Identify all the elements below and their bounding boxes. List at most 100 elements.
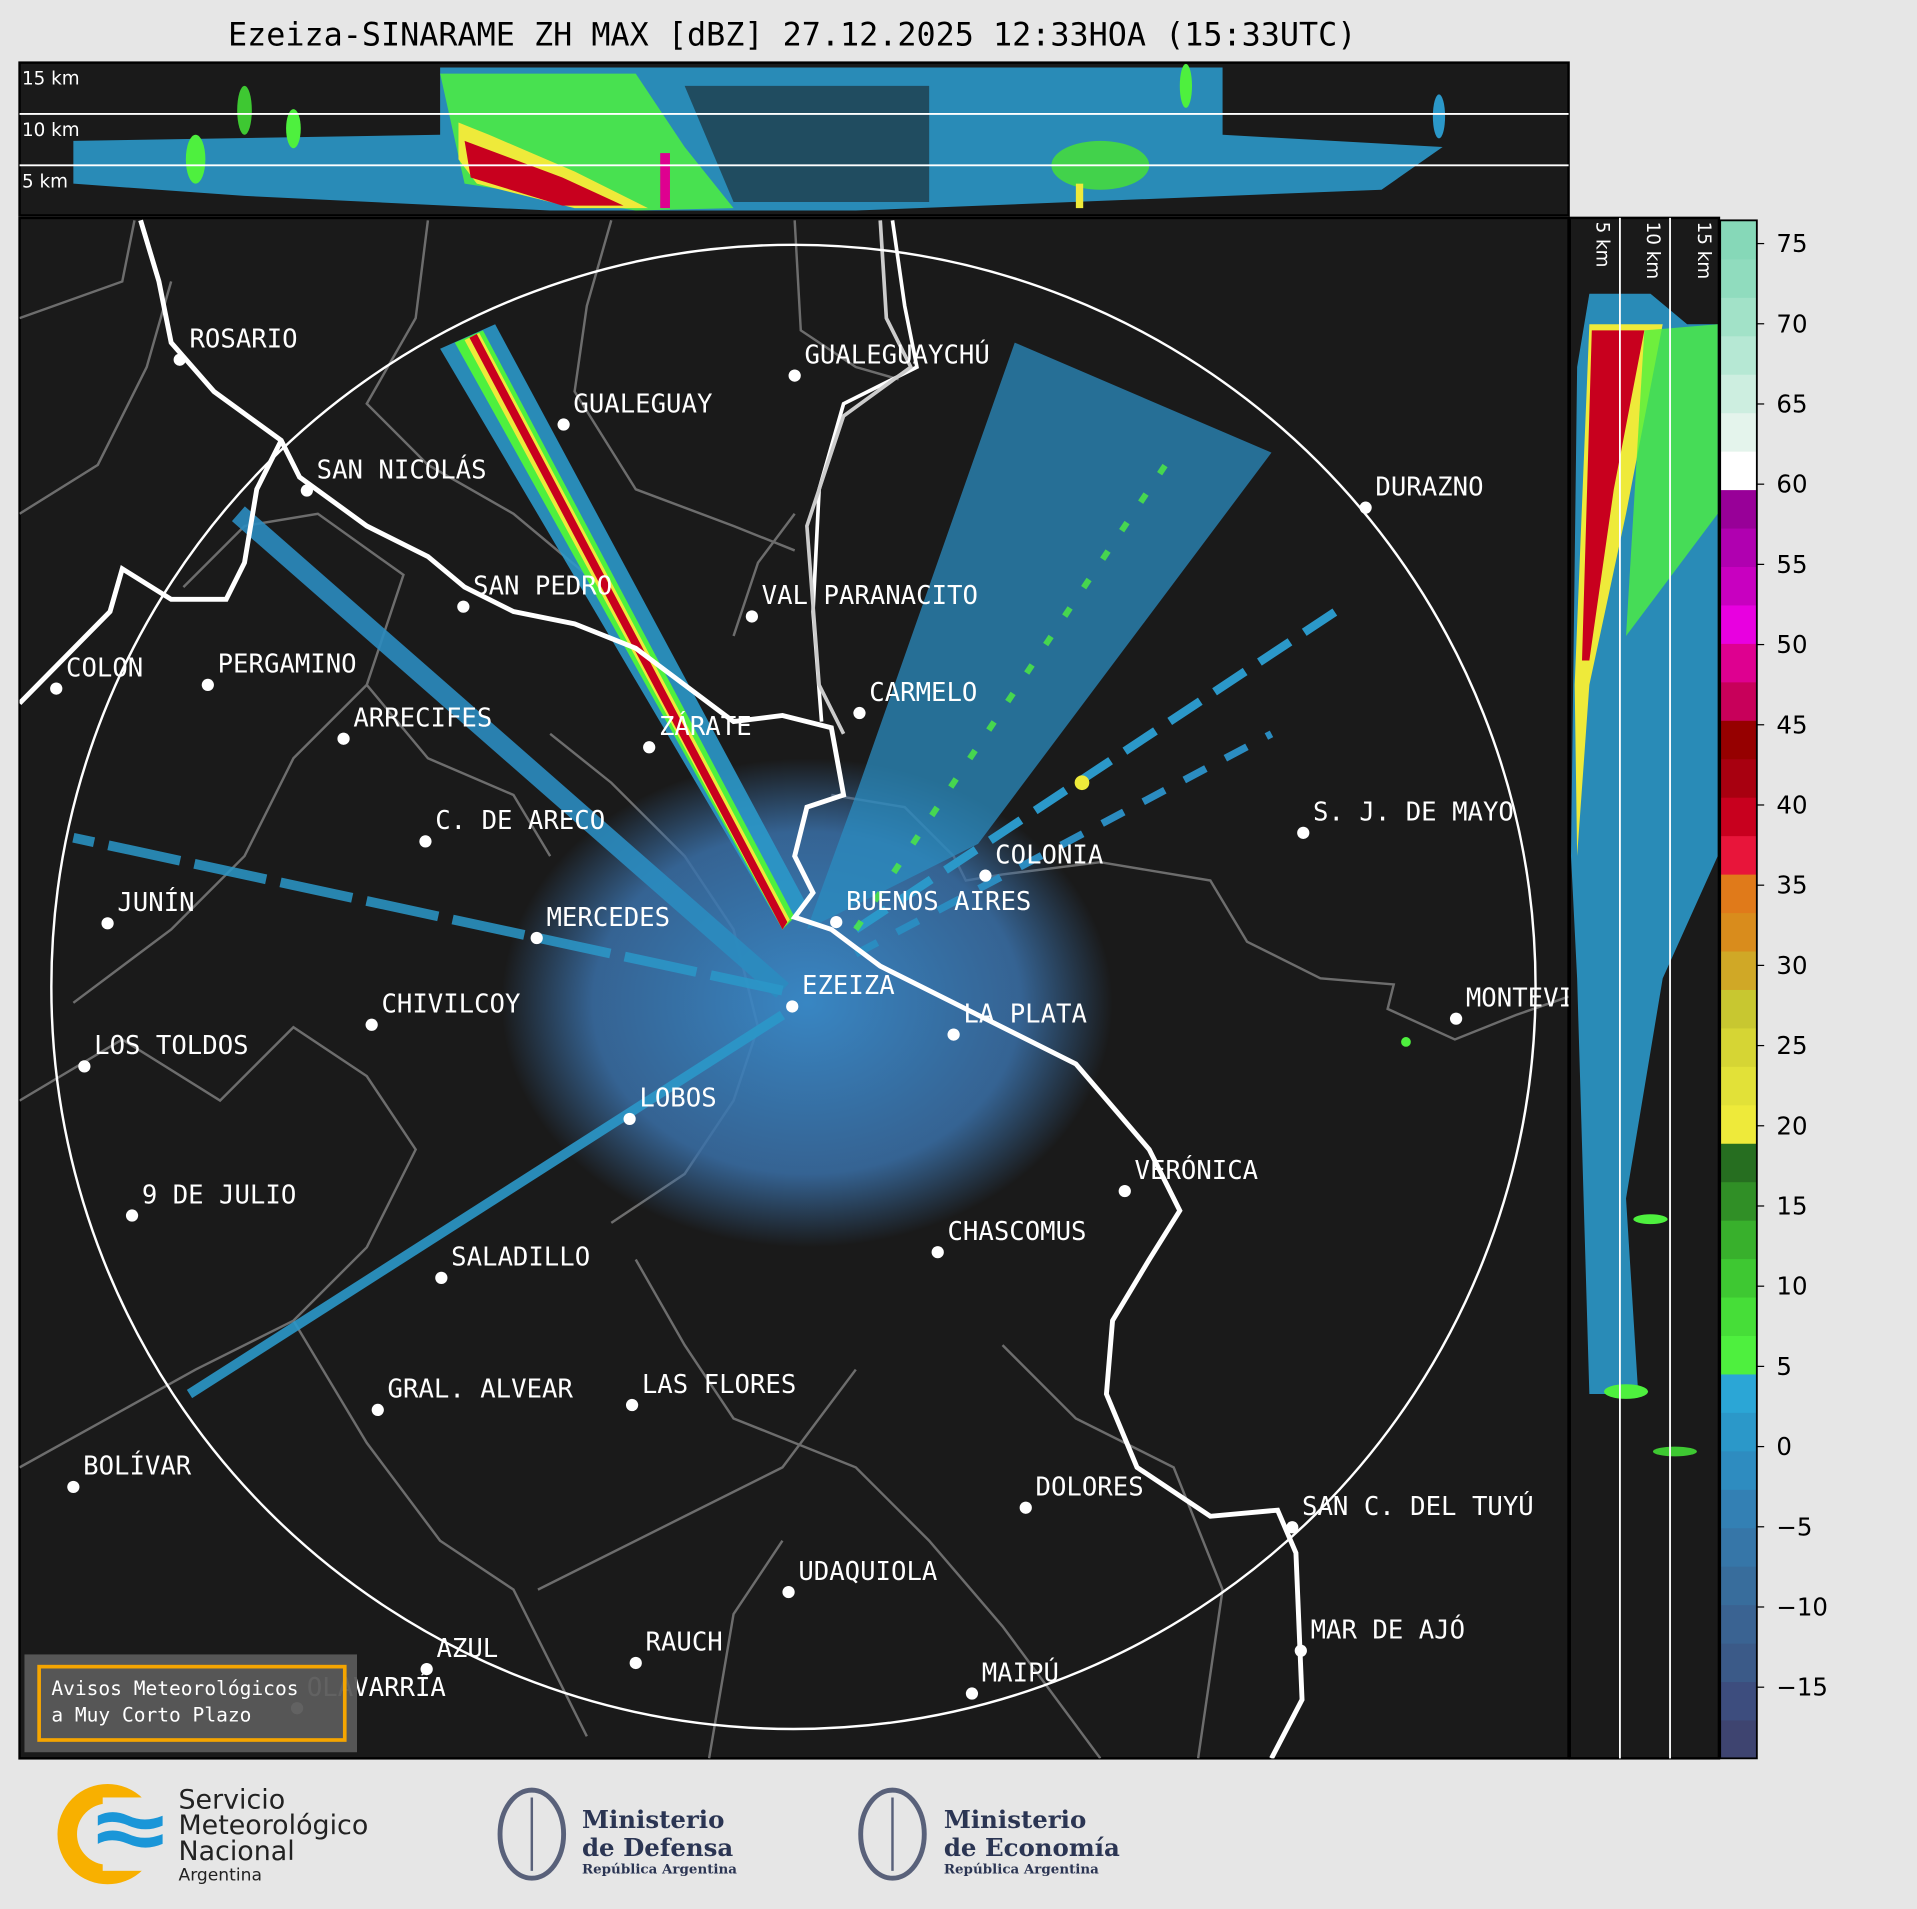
city-dot — [782, 1585, 795, 1599]
city-label: VAL PARANACITO — [762, 581, 978, 611]
radar-map[interactable]: ROSARIO GUALEGUAY GUALEGUAYCHÚ SAN NICOLÁS D… — [18, 216, 1621, 1760]
city-dot — [419, 835, 432, 848]
city-dot — [1294, 1644, 1307, 1657]
city-label: ZÁRATE — [659, 710, 752, 742]
city-dot — [629, 1656, 642, 1670]
radar-echoes — [72, 324, 1411, 1399]
city-dot — [1286, 1521, 1299, 1534]
city-marker: CARMELO — [853, 678, 977, 720]
city-marker: MAR DE AJÓ — [1294, 1614, 1465, 1657]
colorbar-band — [1720, 1296, 1757, 1337]
colorbar-tick-label: 65 — [1776, 390, 1807, 419]
colorbar-band — [1720, 1527, 1757, 1567]
city-label: RAUCH — [646, 1628, 723, 1658]
side-height-label-10km: 10 km — [1642, 222, 1663, 280]
smn-line-1: Servicio — [178, 1784, 285, 1815]
city-marker: UDAQUIOLA — [782, 1557, 937, 1599]
colorbar-band — [1720, 873, 1757, 914]
smn-line-2: Meteorológico — [178, 1810, 368, 1841]
city-dot — [173, 353, 186, 366]
city-label: VERÓNICA — [1135, 1154, 1259, 1186]
city-marker: MAIPÚ — [965, 1656, 1059, 1700]
city-marker: GRAL. ALVEAR — [371, 1375, 573, 1417]
economia-line-1: Ministerio — [944, 1805, 1086, 1834]
city-label: PERGAMINO — [218, 650, 357, 680]
city-dot — [786, 1000, 799, 1013]
city-label: CHIVILCOY — [381, 990, 520, 1020]
city-label: MERCEDES — [546, 903, 670, 933]
city-dot — [337, 732, 350, 745]
city-label: COLONIA — [995, 840, 1103, 870]
warning-line-1[interactable]: Avisos Meteorológicos — [51, 1677, 298, 1700]
colorbar-band — [1720, 566, 1757, 606]
city-marker: C. DE ARECO — [419, 806, 605, 848]
city-label: GUALEGUAY — [573, 389, 712, 419]
city-marker: RAUCH — [629, 1628, 723, 1670]
city-marker: CHIVILCOY — [365, 990, 520, 1031]
smn-line-3: Nacional — [178, 1836, 294, 1867]
smn-logo: Servicio Meteorológico Nacional Argentin… — [57, 1784, 368, 1886]
city-marker: VAL PARANACITO — [745, 581, 978, 623]
colorbar-tick-label: 60 — [1776, 470, 1807, 499]
colorbar-band — [1720, 1066, 1757, 1106]
city-dot — [457, 600, 470, 613]
colorbar-band — [1720, 1335, 1757, 1375]
colorbar-band — [1720, 681, 1757, 721]
city-marker: COLONIA — [979, 840, 1103, 882]
colorbar-band — [1720, 758, 1757, 798]
city-marker: SAN C. DEL TUYÚ — [1286, 1490, 1534, 1534]
colorbar-band — [1720, 1719, 1757, 1759]
city-marker: CHASCOMUS — [931, 1217, 1087, 1259]
city-dot — [365, 1018, 378, 1031]
colorbar-band — [1720, 258, 1757, 298]
colorbar-band — [1720, 1373, 1757, 1413]
side-height-label-5km: 5 km — [1592, 222, 1613, 268]
colorbar-band — [1720, 1258, 1757, 1298]
colorbar-band — [1720, 912, 1757, 952]
city-dot — [67, 1480, 80, 1494]
colorbar-band — [1720, 835, 1757, 875]
city-marker: PERGAMINO — [201, 650, 357, 692]
colorbar-band — [1720, 1220, 1757, 1260]
city-label: LA PLATA — [963, 999, 1087, 1029]
colorbar-band — [1720, 1104, 1757, 1144]
city-label: CARMELO — [869, 678, 977, 708]
city-label: JUNÍN — [117, 886, 194, 918]
city-dot — [78, 1060, 91, 1073]
city-marker: LA PLATA — [947, 999, 1087, 1041]
city-marker: LAS FLORES — [625, 1370, 796, 1412]
city-marker: EZEIZA — [786, 971, 895, 1013]
city-dot — [50, 682, 63, 695]
colorbar-band — [1720, 720, 1757, 760]
city-marker: VERÓNICA — [1118, 1154, 1259, 1198]
economia-line-2: de Economía — [944, 1833, 1120, 1862]
city-marker: GUALEGUAYCHÚ — [788, 338, 990, 382]
national-seal-icon — [497, 1787, 567, 1881]
warning-line-2[interactable]: a Muy Corto Plazo — [51, 1704, 251, 1727]
city-label: MAIPÚ — [982, 1656, 1059, 1688]
colorbar-tick-label: 10 — [1776, 1272, 1807, 1301]
ministerio-economia-logo: Ministerio de Economía República Argenti… — [858, 1787, 1120, 1881]
colorbar-band — [1720, 950, 1757, 990]
colorbar-band — [1720, 1450, 1757, 1490]
city-marker: ROSARIO — [173, 324, 298, 366]
city-label: BOLÍVAR — [83, 1450, 192, 1482]
city-marker: ZÁRATE — [643, 710, 752, 754]
city-marker: 9 DE JULIO — [125, 1180, 296, 1222]
colorbar-tick-label: 25 — [1776, 1031, 1807, 1060]
city-label: MAR DE AJÓ — [1311, 1614, 1465, 1646]
colorbar-tick-label: 20 — [1776, 1111, 1807, 1140]
city-marker: MERCEDES — [530, 903, 670, 945]
city-dot — [830, 915, 843, 929]
warning-box[interactable]: Avisos Meteorológicos a Muy Corto Plazo — [24, 1654, 357, 1753]
city-dot — [201, 678, 214, 692]
city-label: CHASCOMUS — [947, 1217, 1086, 1247]
city-marker: LOBOS — [623, 1084, 717, 1126]
city-marker: BOLÍVAR — [67, 1450, 192, 1494]
colorbar-band — [1720, 797, 1757, 837]
city-dot — [853, 706, 866, 720]
colorbar-band — [1720, 1143, 1757, 1183]
city-marker: LOS TOLDOS — [78, 1031, 249, 1073]
top-cross-section-panel: 15 km 10 km 5 km — [18, 61, 1570, 217]
